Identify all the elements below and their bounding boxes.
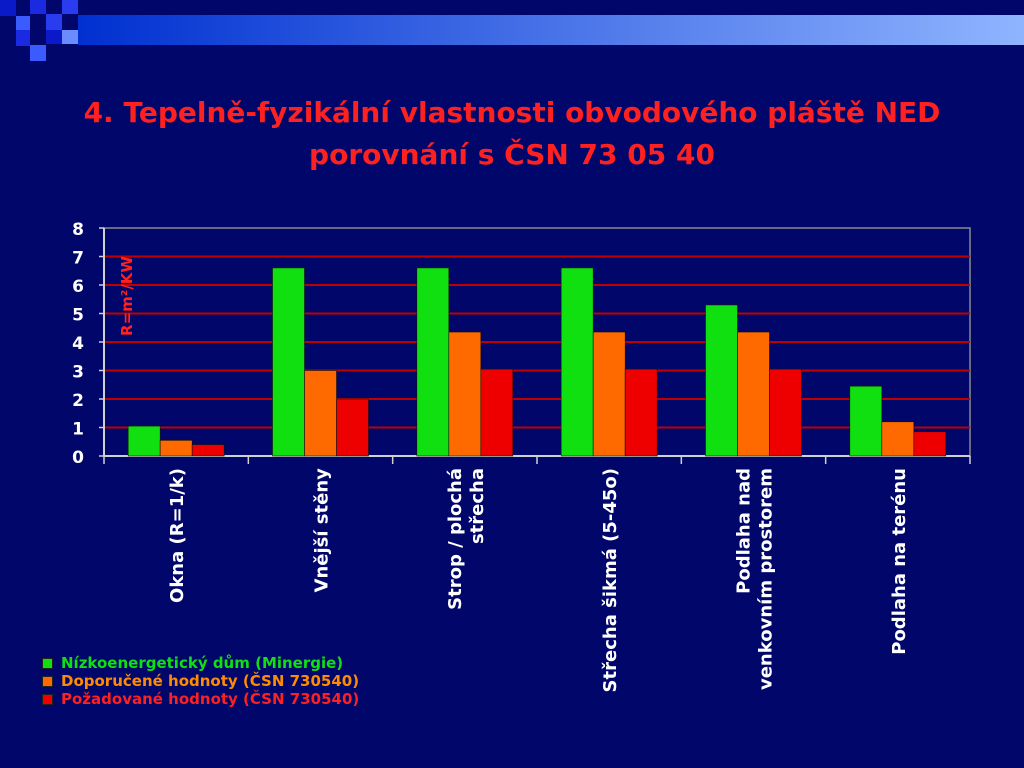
bar <box>416 267 450 457</box>
bar <box>448 331 482 457</box>
legend-item: Nízkoenergetický dům (Minergie) <box>42 654 359 672</box>
legend-label: Nízkoenergetický dům (Minergie) <box>61 654 344 672</box>
x-tick-label: Vnější stěny <box>312 468 333 593</box>
bar <box>592 331 626 457</box>
y-tick-label: 4 <box>72 334 84 354</box>
legend-item: Doporučené hodnoty (ČSN 730540) <box>42 672 359 690</box>
bar <box>336 398 369 457</box>
header-square <box>30 45 46 61</box>
x-tick-label: Podlaha nad <box>734 468 755 594</box>
header-square <box>30 0 46 14</box>
header-square <box>0 0 16 16</box>
bar <box>480 368 514 457</box>
legend-label: Doporučené hodnoty (ČSN 730540) <box>61 672 360 690</box>
legend-swatch <box>42 675 53 687</box>
chart-legend: Nízkoenergetický dům (Minergie) Doporuče… <box>42 654 359 708</box>
y-tick-label: 7 <box>72 249 84 269</box>
header-square <box>46 30 62 44</box>
bar <box>159 440 193 457</box>
title-line-2: porovnání s ČSN 73 05 40 <box>309 138 715 171</box>
y-tick-label: 2 <box>72 391 84 411</box>
y-axis-label: R=m²/KW <box>118 256 136 336</box>
x-tick-label: střecha <box>467 468 488 544</box>
bar <box>705 304 738 457</box>
y-tick-label: 0 <box>72 448 84 468</box>
header-square <box>16 16 30 30</box>
y-tick-label: 6 <box>72 277 84 297</box>
bar <box>769 368 802 457</box>
x-tick-label: Střecha šikmá (5-45o) <box>600 468 621 692</box>
bar <box>560 267 594 457</box>
header-decoration <box>0 0 1024 61</box>
bar <box>304 370 337 457</box>
x-tick-label: Podlaha na terénu <box>889 468 910 655</box>
y-tick-label: 1 <box>72 420 84 440</box>
legend-label: Požadované hodnoty (ČSN 730540) <box>61 690 360 708</box>
y-tick-label: 5 <box>72 306 84 326</box>
x-tick-label: venkovním prostorem <box>756 468 777 690</box>
bar <box>849 385 883 457</box>
header-bar <box>78 15 1024 45</box>
header-square <box>46 14 62 30</box>
bar <box>881 421 915 457</box>
legend-swatch <box>42 693 53 705</box>
legend-item: Požadované hodnoty (ČSN 730540) <box>42 690 359 708</box>
bar <box>913 431 947 457</box>
header-square <box>62 0 78 14</box>
bar <box>737 331 770 457</box>
bar <box>127 425 161 457</box>
bar <box>624 368 658 457</box>
y-tick-label: 8 <box>72 220 84 240</box>
x-tick-label: Strop / plochá <box>445 468 466 610</box>
header-square <box>62 30 78 44</box>
title-line-1: 4. Tepelně-fyzikální vlastnosti obvodové… <box>83 96 941 129</box>
x-tick-label: Okna (R=1/k) <box>167 468 188 603</box>
header-square <box>16 30 30 46</box>
slide-title: 4. Tepelně-fyzikální vlastnosti obvodové… <box>0 92 1024 176</box>
bar <box>191 444 225 457</box>
y-tick-label: 3 <box>72 363 84 383</box>
legend-swatch <box>42 657 53 669</box>
bar <box>272 267 305 457</box>
